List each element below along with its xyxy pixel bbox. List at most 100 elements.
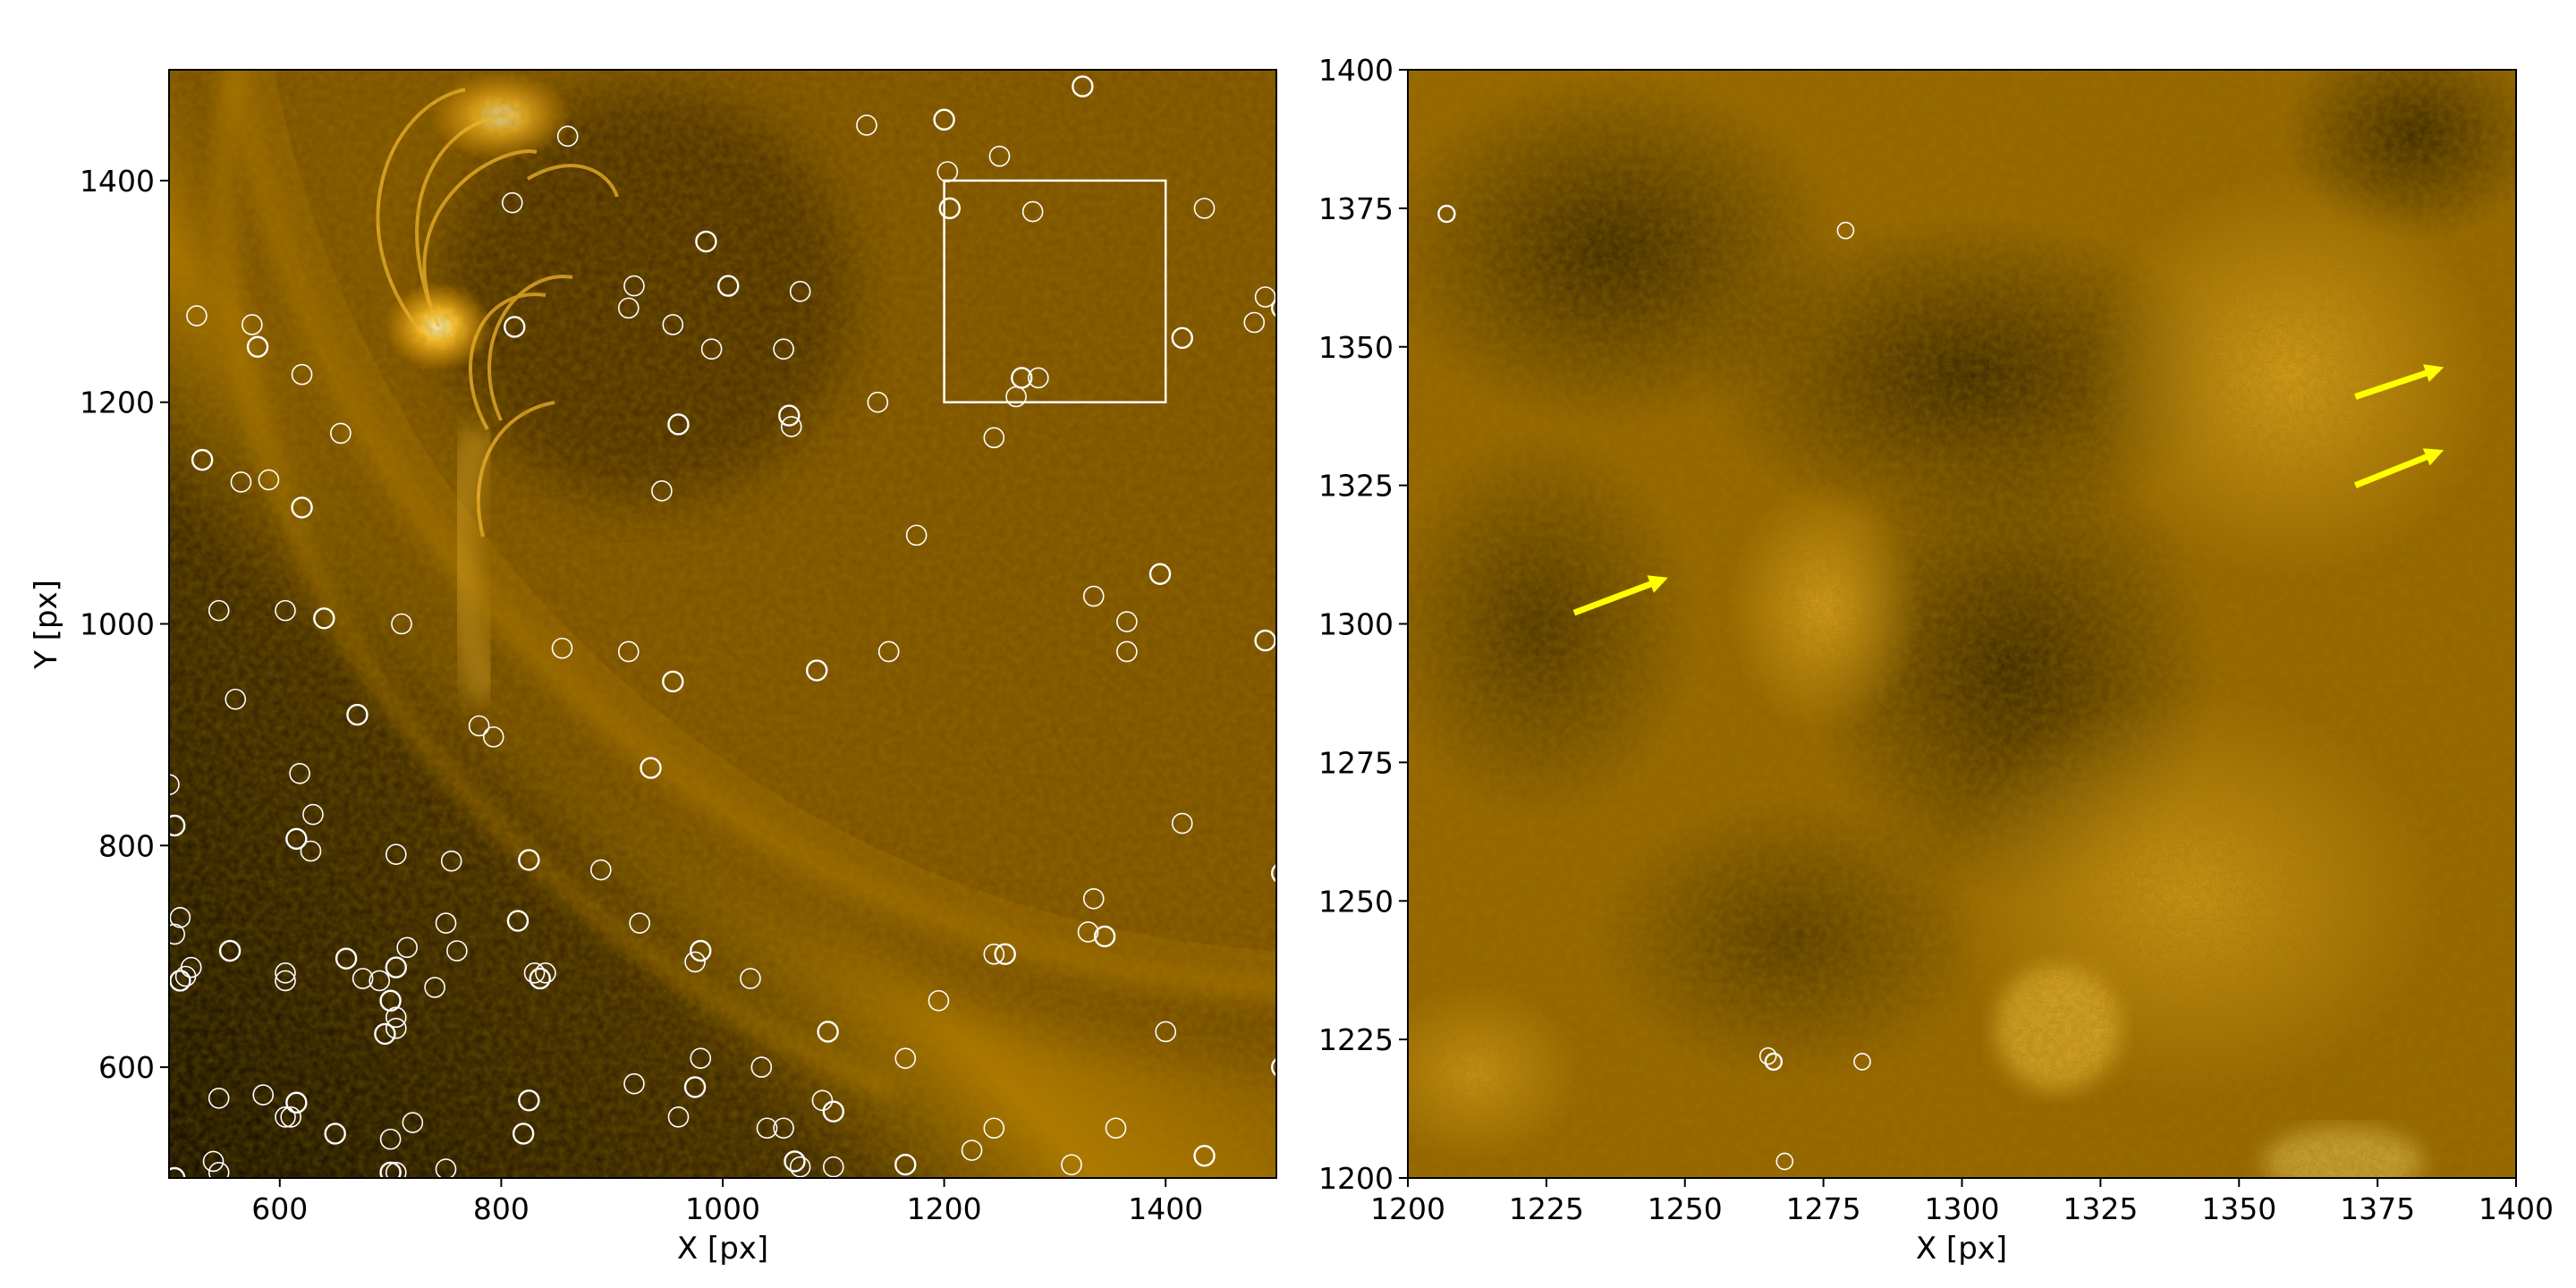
left-detection-marker [1028,367,1049,389]
left-detection-marker [750,1056,773,1078]
left-detection-marker [1093,925,1116,948]
left-x-ticks: 600 800 1000 1200 1400 [251,1178,1203,1226]
left-detection-marker [374,1022,396,1046]
left-detection-marker [1021,200,1044,223]
left-detection-marker [684,951,706,973]
left-detection-marker [1193,1145,1216,1167]
left-detection-marker [1171,812,1193,835]
left-detection-marker [208,599,230,622]
right-x-tick-label: 1400 [2479,1191,2554,1226]
left-detection-marker [313,607,335,630]
left-detection-marker [191,448,214,471]
left-detection-marker [773,1117,794,1140]
left-detection-marker [275,599,296,622]
left-detection-marker [1061,1154,1082,1175]
left-detection-marker [556,125,579,148]
right-x-tick-label: 1375 [2340,1191,2415,1226]
left-detection-marker [1254,286,1276,308]
left-detection-marker [590,859,612,881]
left-detection-marker [324,1123,346,1145]
left-detection-marker [506,910,530,932]
left-detection-marker [291,363,313,386]
left-detection-marker [435,1158,457,1178]
left-detection-marker [1082,585,1105,607]
left-detection-marker [700,338,723,360]
left-detection-marker [551,637,573,659]
left-detection-marker [258,469,280,491]
left-detection-marker [352,968,374,989]
left-marker-layer [169,75,1276,1178]
left-detection-marker [1011,367,1033,389]
left-detection-marker [169,970,191,992]
left-detection-marker [169,923,185,945]
left-detection-marker [446,940,468,962]
left-x-axis-label: X [px] [677,1231,768,1267]
left-detection-marker [435,912,457,934]
right-x-tick-label: 1250 [1648,1191,1723,1226]
left-detection-marker [1116,611,1138,632]
annotation-arrow [2354,364,2445,400]
left-detection-marker [662,670,684,693]
left-detection-marker [806,659,828,682]
left-detection-marker [905,524,928,547]
left-detection-marker [1148,563,1172,585]
left-detection-marker [174,965,197,987]
left-detection-marker [1072,75,1094,97]
left-detection-marker [275,1106,296,1128]
left-detection-marker [535,962,556,984]
left-detection-marker [1105,1117,1127,1140]
left-detection-marker [396,936,418,959]
left-detection-marker [867,391,889,413]
right-detection-marker [1775,1152,1794,1171]
left-y-tick-label: 1200 [80,386,155,420]
left-detection-marker [523,962,546,984]
left-detection-marker [512,1123,535,1145]
left-x-tick-label: 1400 [1128,1191,1203,1226]
left-detection-marker [789,280,811,302]
right-x-tick-label: 1200 [1370,1191,1445,1226]
left-detection-marker [169,1166,186,1178]
left-detection-marker [667,1106,690,1128]
right-y-tick-label: 1325 [1318,469,1394,504]
right-marker-layer [1437,204,1871,1171]
left-detection-marker [291,496,313,519]
left-detection-marker [773,338,794,360]
right-detection-marker [1437,204,1456,224]
left-detection-marker [756,1117,778,1140]
left-detection-marker [335,947,358,970]
left-detection-marker [822,1156,844,1178]
left-detection-marker [629,912,650,934]
right-panel: 1200 1225 1250 1275 1300 1325 1350 1375 1400 120… [1318,53,2554,1267]
left-detection-marker [218,939,242,962]
left-detection-marker [1193,198,1216,219]
right-y-tick-label: 1200 [1318,1161,1394,1196]
left-detection-marker [640,757,662,779]
left-detection-marker [280,1106,301,1128]
right-y-tick-label: 1400 [1318,53,1394,88]
left-detection-marker [983,427,1005,449]
left-detection-marker [225,688,247,710]
left-detection-marker [529,967,551,990]
left-detection-marker [252,1084,275,1106]
left-y-tick-label: 1400 [80,164,155,199]
left-detection-marker [784,1150,806,1173]
left-detection-marker [482,726,504,748]
left-detection-marker [811,1089,834,1112]
left-detection-marker [169,814,186,837]
left-detection-marker [894,1153,917,1176]
left-detection-marker [1270,863,1276,883]
left-detection-marker [385,1162,407,1178]
left-detection-marker [275,970,296,992]
left-detection-marker [617,640,640,663]
left-detection-marker [822,1100,844,1123]
left-detection-marker [385,1006,407,1029]
left-detection-marker [1270,298,1276,318]
left-y-ticks: 600 800 1000 1200 1400 [80,164,169,1085]
left-detection-marker [186,305,208,326]
left-detection-marker [817,1021,839,1043]
left-x-tick-label: 800 [473,1191,530,1226]
left-x-tick-label: 600 [251,1191,308,1226]
left-detection-marker [1270,1057,1276,1077]
right-x-tick-label: 1225 [1509,1191,1584,1226]
left-detection-marker [877,640,900,663]
